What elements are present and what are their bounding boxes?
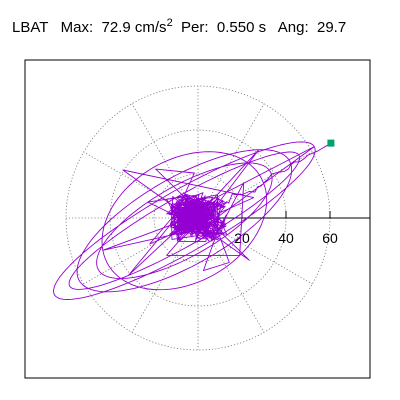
max-value: 72.9 <box>101 19 131 36</box>
grid-spoke-60 <box>197 103 265 219</box>
period-label: Per: <box>181 19 209 36</box>
plot-frame <box>24 59 371 379</box>
x-tick-label-40: 40 <box>278 230 294 246</box>
trace-end-marker <box>327 139 335 147</box>
max-label: Max: <box>60 19 94 36</box>
grid-spoke-150 <box>83 151 199 219</box>
station-code: LBAT <box>12 19 49 36</box>
grid-spoke-210 <box>83 217 199 285</box>
x-tick-label-20: 20 <box>234 230 250 246</box>
angle-value: 29.7 <box>317 19 347 36</box>
period-value: 0.550 s <box>216 19 267 36</box>
grid-spoke-120 <box>131 103 199 219</box>
grid-spoke-330 <box>197 217 313 285</box>
max-unit-exponent: 2 <box>166 17 173 29</box>
grid-spoke-300 <box>197 217 265 333</box>
grid-spoke-240 <box>131 217 199 333</box>
particle-motion-trace <box>53 141 332 300</box>
max-unit: cm/s <box>134 19 167 36</box>
response-header: LBAT Max: 72.9 cm/s2 Per: 0.550 s Ang: 2… <box>12 18 346 38</box>
x-tick-label-60: 60 <box>322 230 338 246</box>
angle-label: Ang: <box>277 19 309 36</box>
